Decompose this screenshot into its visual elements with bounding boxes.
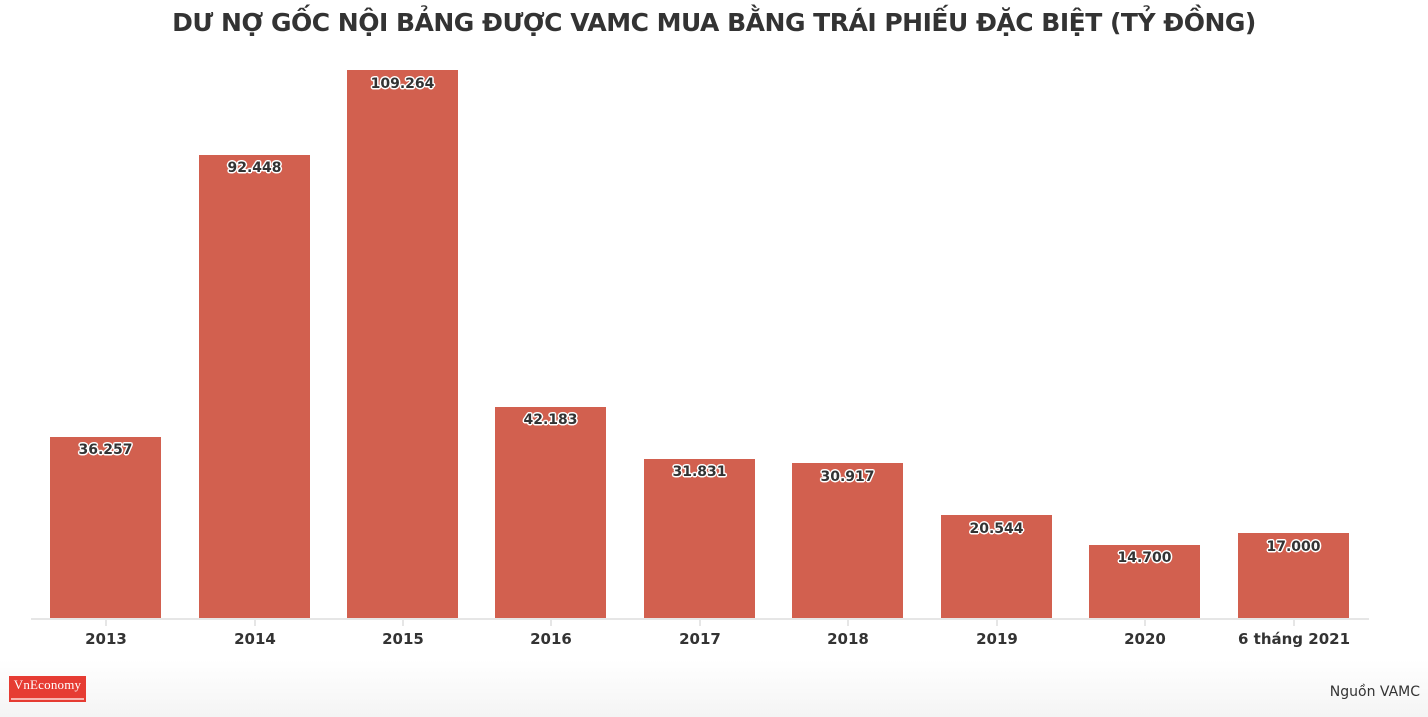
chart-title: DƯ NỢ GỐC NỘI BẢNG ĐƯỢC VAMC MUA BẰNG TR…	[172, 8, 1256, 37]
x-tick	[550, 620, 552, 626]
x-tick-label: 2013	[85, 630, 127, 648]
bar-2016	[495, 407, 606, 618]
bar-value-label: 109.264	[370, 76, 435, 92]
bar-2013	[50, 437, 161, 618]
x-tick-label: 2015	[382, 630, 424, 648]
x-tick	[996, 620, 998, 626]
footer	[0, 660, 1428, 717]
x-tick	[699, 620, 701, 626]
logo-tagline-strip	[11, 698, 84, 700]
bar-6-thang-2021	[1238, 533, 1349, 618]
x-tick	[402, 620, 404, 626]
bar-value-label: 30.917	[820, 469, 875, 485]
bar-value-label: 36.257	[78, 442, 133, 458]
bar-2014	[199, 155, 310, 618]
x-tick-label: 2017	[679, 630, 721, 648]
bar-value-label: 92.448	[227, 160, 282, 176]
x-tick-label: 2014	[234, 630, 276, 648]
x-tick	[105, 620, 107, 626]
bar-2018	[792, 463, 903, 618]
x-tick	[254, 620, 256, 626]
bar-2017	[644, 459, 755, 618]
x-tick-label: 2019	[976, 630, 1018, 648]
x-axis-line	[31, 618, 1369, 620]
bar-value-label: 17.000	[1266, 539, 1321, 555]
source-note: Nguồn VAMC	[1329, 684, 1420, 700]
x-tick-label: 2016	[530, 630, 572, 648]
x-tick-label: 2018	[827, 630, 869, 648]
vneconomy-logo: VnEconomy	[9, 676, 86, 702]
logo-text: VnEconomy	[13, 677, 82, 692]
bar-value-label: 42.183	[523, 412, 578, 428]
bar-2019	[941, 515, 1052, 618]
bar-2015	[347, 70, 458, 618]
bar-value-label: 31.831	[672, 464, 727, 480]
bar-2020	[1089, 545, 1200, 618]
bar-value-label: 14.700	[1117, 550, 1172, 566]
bar-value-label: 20.544	[969, 521, 1024, 537]
bar-chart: 36.257 92.448 109.264 42.183 31.831 30.9…	[31, 70, 1369, 648]
x-tick-label: 6 tháng 2021	[1237, 630, 1351, 648]
x-tick-label: 2020	[1124, 630, 1166, 648]
x-tick	[847, 620, 849, 626]
x-tick	[1144, 620, 1146, 626]
x-tick	[1293, 620, 1295, 626]
